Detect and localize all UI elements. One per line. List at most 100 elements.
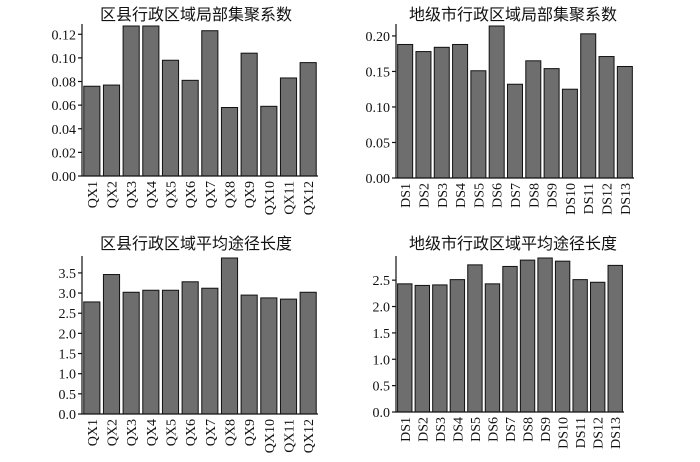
y-tick-label: 0.04 (52, 123, 77, 138)
bar-ds7 (502, 265, 518, 413)
bar-ds3 (433, 46, 450, 179)
bar-qx9 (240, 294, 258, 415)
x-tick-label: QX6 (184, 181, 199, 208)
x-tick-label: QX10 (263, 419, 278, 453)
bar-qx2 (102, 84, 121, 177)
bar-qx2 (102, 274, 121, 415)
x-tick-label: DS13 (609, 417, 624, 449)
x-tick-label: DS12 (601, 183, 616, 215)
bar-qx5 (161, 289, 180, 415)
bar-ds1 (397, 283, 413, 413)
bar-qx7 (201, 30, 219, 177)
x-tick-label: QX8 (224, 419, 239, 446)
y-tick-label: 0.5 (59, 388, 77, 403)
x-tick-label: DS4 (454, 183, 469, 208)
x-tick-label: DS10 (564, 183, 579, 215)
x-tick-label: DS3 (436, 183, 451, 208)
x-tick-label: QX12 (302, 419, 317, 453)
x-tick-label: DS10 (557, 417, 572, 449)
x-tick-label: DS4 (451, 417, 466, 442)
x-tick-label: QX2 (106, 419, 121, 446)
bar-ds11 (572, 279, 588, 413)
x-tick-label: QX5 (165, 419, 180, 446)
x-tick-label: DS6 (491, 183, 506, 208)
bar-ds5 (467, 264, 483, 413)
bar-qx4 (142, 25, 160, 177)
x-tick-label: DS1 (399, 183, 414, 208)
bar-qx10 (260, 105, 278, 177)
x-tick-label: DS2 (417, 183, 432, 208)
bar-ds10 (554, 260, 571, 413)
y-tick-label: 1.0 (59, 368, 77, 383)
bar-qx12 (299, 62, 317, 177)
chart-ds-clustering: 地级市行政区域局部集聚系数 0.00 0.05 0.10 0.15 0.20 DS1 DS2… (366, 5, 634, 215)
bar-qx11 (279, 77, 298, 177)
y-tick-label: 0.5 (373, 380, 391, 395)
x-tick-label: DS9 (539, 417, 554, 442)
y-tick-label: 0.02 (52, 146, 77, 161)
bar-ds6 (484, 283, 501, 413)
bar-ds13 (607, 264, 623, 413)
y-tick-label: 0.00 (366, 172, 391, 187)
bar-qx12 (299, 291, 317, 415)
chart-title: 区县行政区域平均途径长度 (100, 234, 292, 253)
bar-qx3 (122, 25, 140, 177)
bar-qx6 (181, 281, 199, 415)
bar-qx8 (220, 107, 239, 177)
y-tick-label: 3.0 (59, 287, 77, 302)
x-tick-label: QX10 (263, 181, 278, 215)
bar-ds8 (519, 259, 536, 413)
y-tick-label: 2.5 (59, 307, 77, 322)
bar-ds7 (506, 83, 523, 179)
y-tick-label: 0.06 (52, 99, 77, 114)
x-tick-label: DS11 (574, 417, 589, 448)
x-tick-label: DS7 (509, 183, 524, 208)
x-tick-label: DS3 (434, 417, 449, 442)
y-tick-label: 0.20 (366, 30, 391, 45)
y-tick-label: 2.5 (373, 274, 391, 289)
bar-ds5 (470, 70, 487, 179)
x-tick-label: QX9 (243, 181, 258, 208)
bar-ds9 (543, 68, 560, 179)
bar-ds8 (525, 60, 542, 179)
y-tick-label: 0.15 (366, 65, 391, 80)
x-tick-label: QX9 (243, 419, 258, 446)
chart-qx-path-length: 区县行政区域平均途径长度 0.0 0.5 1.0 1.5 2.0 2.5 3.0 3.5 QX1… (59, 234, 318, 453)
chart-title: 地级市行政区域局部集聚系数 (409, 5, 617, 24)
bar-qx4 (142, 289, 160, 415)
x-tick-label: DS1 (399, 417, 414, 442)
bar-qx1 (83, 301, 101, 415)
bar-ds4 (449, 279, 466, 413)
y-tick-label: 1.5 (373, 327, 391, 342)
bar-qx7 (201, 287, 219, 415)
y-tick-label: 0.05 (366, 136, 391, 151)
x-tick-label: QX12 (302, 181, 317, 215)
y-tick-label: 0.08 (52, 76, 77, 91)
x-tick-label: QX5 (165, 181, 180, 208)
bar-ds6 (488, 25, 505, 179)
chart-title: 区县行政区域局部集聚系数 (100, 5, 292, 24)
x-tick-label: DS5 (472, 183, 487, 208)
bar-ds12 (590, 281, 606, 413)
x-tick-label: DS11 (582, 183, 597, 214)
bar-qx3 (122, 291, 140, 415)
x-tick-label: DS5 (469, 417, 484, 442)
bar-ds1 (397, 43, 414, 179)
x-tick-label: QX1 (86, 181, 101, 208)
bar-qx8 (220, 257, 239, 415)
y-tick-label: 2.0 (59, 327, 77, 342)
bar-qx9 (240, 52, 258, 177)
bar-ds4 (452, 43, 469, 179)
chart-qx-clustering: 区县行政区域局部集聚系数 0.00 0.02 0.04 0.06 0.08 0.10 0.1… (52, 5, 318, 215)
x-tick-label: QX3 (125, 419, 140, 446)
x-tick-label: QX2 (106, 181, 121, 208)
y-tick-label: 1.0 (373, 353, 391, 368)
x-tick-label: QX6 (184, 419, 199, 446)
y-tick-label: 0.0 (59, 408, 77, 423)
x-tick-label: QX4 (145, 419, 160, 446)
x-tick-label: DS8 (527, 183, 542, 208)
bar-ds3 (432, 284, 448, 413)
bar-ds2 (415, 51, 432, 179)
bar-ds2 (414, 284, 430, 413)
